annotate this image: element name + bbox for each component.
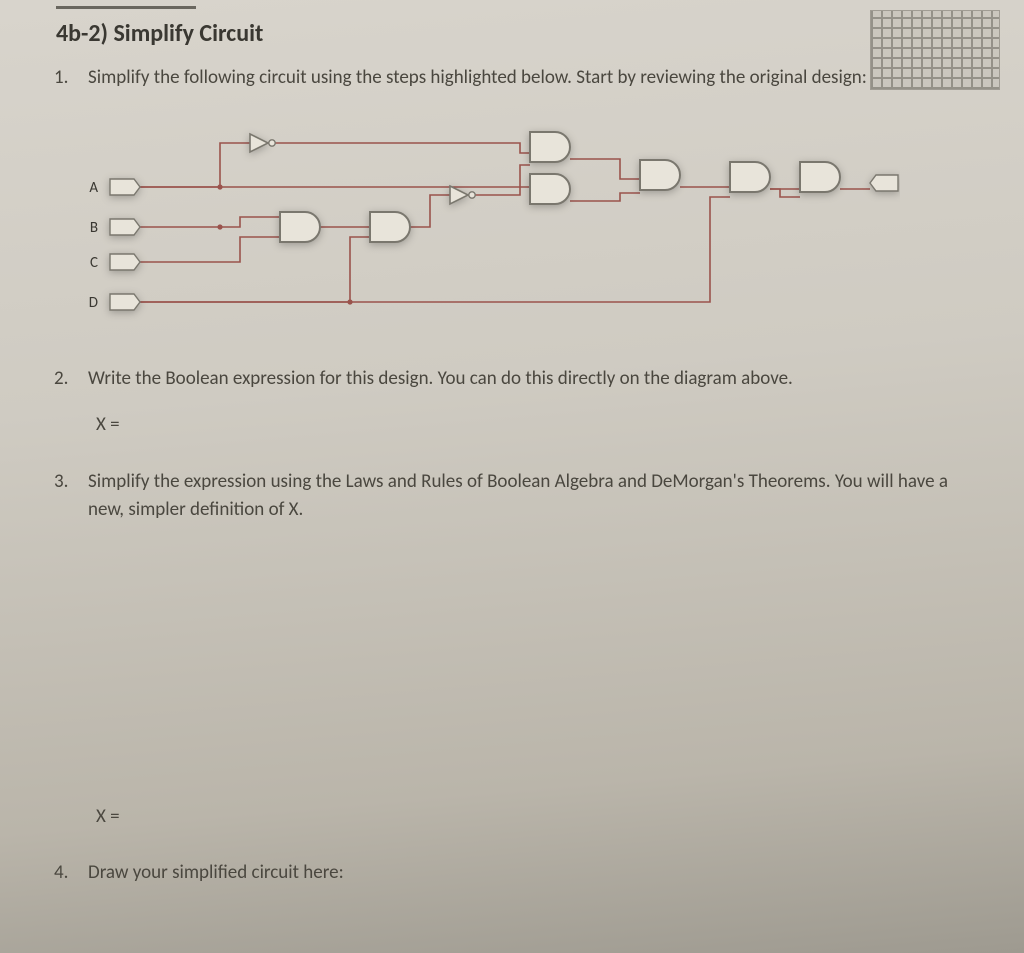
q2-answer-prompt: X = [96,411,976,440]
circuit-diagram: ABCDX [80,117,976,337]
question-2: 2. Write the Boolean expression for this… [48,365,976,440]
q1-text: Simplify the following circuit using the… [88,66,867,89]
question-3: 3. Simplify the expression using the Law… [48,468,976,832]
q2-text: Write the Boolean expression for this de… [88,367,793,390]
question-1: 1. Simplify the following circuit using … [48,64,976,337]
q3-text: Simplify the expression using the Laws a… [88,470,948,522]
q3-number: 3. [54,468,68,497]
q4-number: 4. [54,859,68,888]
page-title: 4b-2) Simplify Circuit [56,19,976,48]
q1-number: 1. [54,64,68,93]
q2-number: 2. [54,365,68,394]
q4-text: Draw your simplified circuit here: [88,861,344,884]
question-list: 1. Simplify the following circuit using … [48,64,976,888]
svg-text:C: C [90,254,98,272]
svg-text:B: B [90,219,98,237]
circuit-svg: ABCDX [80,117,900,337]
q3-workspace [88,525,976,785]
svg-text:A: A [89,179,98,197]
question-4: 4. Draw your simplified circuit here: [48,859,976,888]
title-rule [56,6,196,9]
svg-text:D: D [89,294,98,312]
q3-answer-prompt: X = [96,803,976,832]
